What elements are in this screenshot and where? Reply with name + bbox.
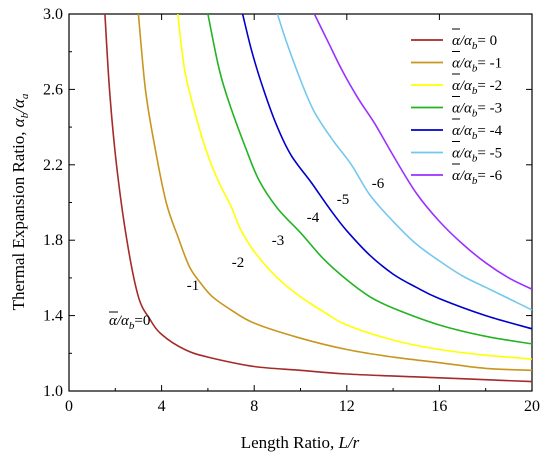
- legend-sub-3: b: [472, 108, 478, 120]
- y-axis-title: Thermal Expansion Ratio, αb/αa: [9, 93, 31, 310]
- y-axis-title-num-sub: b: [19, 112, 31, 118]
- series-lines: [104, 14, 532, 383]
- legend-label-3: α/αb= -3: [452, 101, 502, 120]
- curve-label-0-value: =0: [134, 313, 150, 329]
- curve-label-3: -3: [272, 233, 285, 249]
- legend-sub-5: b: [472, 153, 478, 165]
- x-axis-title-main: Length Ratio,: [241, 433, 339, 452]
- legend-label-4: α/αb= -4: [452, 123, 503, 142]
- y-axis: 1.0 1.4 1.8 2.2 2.6 3.0: [43, 6, 532, 400]
- y-tick-label: 1.0: [43, 383, 63, 400]
- legend-label-5: α/αb= -5: [452, 146, 502, 165]
- legend-value-5: = -5: [477, 146, 502, 162]
- legend-value-2: = -2: [477, 78, 502, 94]
- y-tick-label: 1.8: [43, 232, 63, 249]
- legend-value-1: = -1: [477, 56, 502, 72]
- series-line-2: [177, 14, 532, 360]
- curve-label-1: -1: [187, 278, 200, 294]
- x-tick-label: 20: [524, 398, 540, 415]
- legend-value-4: = -4: [477, 123, 502, 139]
- curve-label-0-slash: /α: [116, 313, 130, 329]
- curve-label-0-alpha: α: [109, 313, 118, 329]
- y-tick-label: 2.2: [43, 157, 63, 174]
- x-axis: 0 4 8 12 16 20: [65, 14, 540, 415]
- legend-prefix-0: /α: [459, 33, 473, 49]
- curve-label-5: -5: [337, 192, 350, 208]
- legend-sub-2: b: [472, 85, 478, 97]
- y-axis-title-slash: /α: [9, 98, 28, 114]
- legend-value-3: = -3: [477, 101, 502, 117]
- legend-sub-1: b: [472, 63, 478, 75]
- curve-labels: α/αb=0 -1 -2 -3 -4 -5 -6: [109, 176, 385, 332]
- legend-alpha-6: α: [452, 168, 461, 184]
- curve-label-4: -4: [307, 210, 320, 226]
- legend-alpha-4: α: [452, 123, 461, 139]
- x-axis-title-symbol: L/r: [337, 433, 359, 452]
- legend-prefix-4: /α: [459, 123, 473, 139]
- legend-label-6: α/αb= -6: [452, 168, 503, 187]
- series-line-6: [313, 14, 532, 290]
- x-tick-label: 16: [431, 398, 447, 415]
- legend-prefix-1: /α: [459, 56, 473, 72]
- curve-label-0-sub: b: [129, 320, 135, 332]
- x-axis-title: Length Ratio, L/r: [241, 433, 360, 452]
- y-tick-label: 2.6: [43, 81, 63, 98]
- legend-sub-6: b: [472, 175, 478, 187]
- y-axis-title-den-sub: a: [19, 93, 31, 99]
- legend-alpha-5: α: [452, 146, 461, 162]
- legend-value-0: = 0: [477, 33, 497, 49]
- legend-prefix-6: /α: [459, 168, 473, 184]
- legend-alpha-2: α: [452, 78, 461, 94]
- legend-prefix-3: /α: [459, 101, 473, 117]
- legend-sub-4: b: [472, 130, 478, 142]
- legend: α/αb= 0α/αb= -1α/αb= -2α/αb= -3α/αb= -4α…: [411, 28, 503, 187]
- legend-alpha-0: α: [452, 33, 461, 49]
- y-tick-label: 3.0: [43, 6, 63, 23]
- series-line-5: [276, 14, 532, 311]
- curve-label-2: -2: [232, 255, 245, 271]
- x-tick-label: 12: [339, 398, 355, 415]
- series-line-0: [104, 14, 532, 383]
- series-line-3: [207, 14, 532, 345]
- y-axis-title-num: α: [9, 117, 28, 127]
- legend-prefix-2: /α: [459, 78, 473, 94]
- legend-sub-0: b: [472, 40, 478, 52]
- legend-alpha-3: α: [452, 101, 461, 117]
- x-tick-label: 8: [250, 398, 258, 415]
- legend-value-6: = -6: [477, 168, 502, 184]
- curve-label-6: -6: [372, 176, 385, 192]
- y-axis-title-main: Thermal Expansion Ratio,: [9, 127, 28, 310]
- curve-label-0: α/αb=0: [109, 313, 150, 332]
- x-tick-label: 4: [158, 398, 166, 415]
- series-line-4: [241, 14, 532, 330]
- x-tick-label: 0: [65, 398, 73, 415]
- legend-label-1: α/αb= -1: [452, 56, 502, 75]
- y-tick-label: 1.4: [43, 308, 63, 325]
- series-line-1: [137, 14, 532, 372]
- legend-label-0: α/αb= 0: [452, 33, 497, 52]
- legend-alpha-1: α: [452, 56, 461, 72]
- legend-prefix-5: /α: [459, 146, 473, 162]
- legend-label-2: α/αb= -2: [452, 78, 502, 97]
